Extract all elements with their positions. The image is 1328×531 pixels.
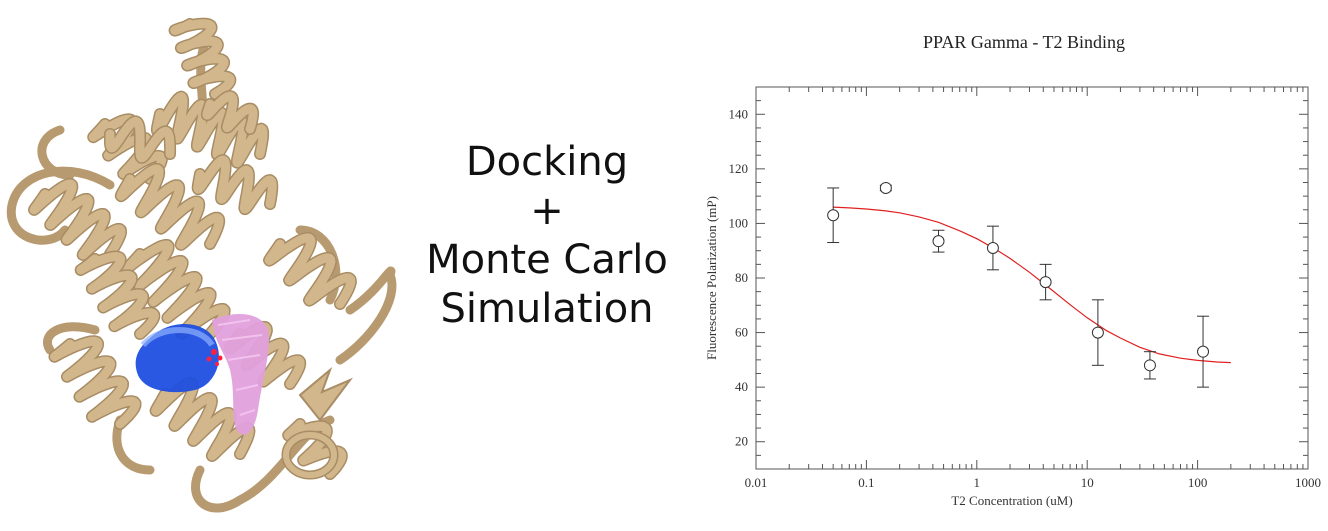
y-tick-label: 100	[729, 215, 749, 230]
coil-ring	[283, 432, 337, 478]
helix-ribbon	[76, 252, 159, 339]
x-tick-label: 0.1	[858, 475, 874, 490]
helix-ribbon	[105, 116, 175, 163]
data-point	[1091, 326, 1104, 339]
data-point	[827, 209, 840, 222]
x-axis-ticks: 0.01 0.1 1 10 100 1000	[745, 87, 1321, 490]
caption-line-docking: Docking	[465, 139, 629, 185]
y-axis-ticks: 20 40 60 80 100 120 140	[729, 86, 1308, 470]
data-point	[1039, 276, 1052, 289]
chart-title: PPAR Gamma - T2 Binding	[923, 32, 1125, 52]
helix-ribbon	[264, 233, 356, 309]
x-tick-label: 1	[974, 475, 981, 490]
helix-ribbon	[202, 91, 258, 134]
helix-ribbon	[29, 179, 126, 260]
x-tick-label: 10	[1081, 475, 1094, 490]
y-tick-label: 80	[735, 270, 748, 285]
helix-ribbon	[152, 92, 268, 168]
helix-ribbon	[170, 19, 235, 99]
data-point	[1197, 345, 1210, 358]
data-point	[879, 181, 892, 194]
beta-strand-arrow	[298, 366, 354, 422]
y-tick-label: 60	[735, 325, 748, 340]
data-points-layer	[827, 181, 1210, 388]
caption-line-simulation: Simulation	[440, 286, 654, 332]
fit-curve	[833, 206, 1231, 364]
helix-ribbon	[116, 164, 224, 250]
y-tick-label: 140	[729, 106, 749, 121]
x-tick-label: 1000	[1295, 475, 1321, 490]
x-tick-label: 100	[1188, 475, 1208, 490]
data-point	[932, 235, 945, 248]
y-axis-label: Fluorescence Polarization (mP)	[704, 196, 719, 360]
data-point	[986, 241, 999, 254]
plot-frame	[755, 86, 1309, 470]
data-point	[1143, 359, 1156, 372]
method-caption: Docking + Monte Carlo Simulation	[412, 138, 682, 334]
ligand-pink-trajectory	[212, 314, 269, 435]
helix-ribbon	[193, 155, 277, 214]
y-tick-label: 120	[729, 161, 749, 176]
x-axis-label: T2 Concentration (uM)	[951, 493, 1072, 508]
ligand-blue-surface	[135, 323, 219, 393]
caption-line-monte-carlo: Monte Carlo	[426, 237, 668, 283]
x-tick-label: 0.01	[745, 475, 768, 490]
binding-chart: PPAR Gamma - T2 Binding 0.01 0.1 1 10 100 100…	[704, 32, 1321, 508]
protein-helices	[28, 17, 357, 480]
y-tick-label: 20	[735, 434, 748, 449]
helix-ribbon	[283, 419, 347, 479]
y-tick-label: 40	[735, 379, 748, 394]
fit-curve-layer	[833, 206, 1231, 364]
helix-ribbon	[50, 336, 140, 429]
protein-structure-illustration	[6, 17, 397, 513]
ligand-red-atoms	[206, 349, 223, 366]
caption-line-plus: +	[530, 188, 564, 234]
